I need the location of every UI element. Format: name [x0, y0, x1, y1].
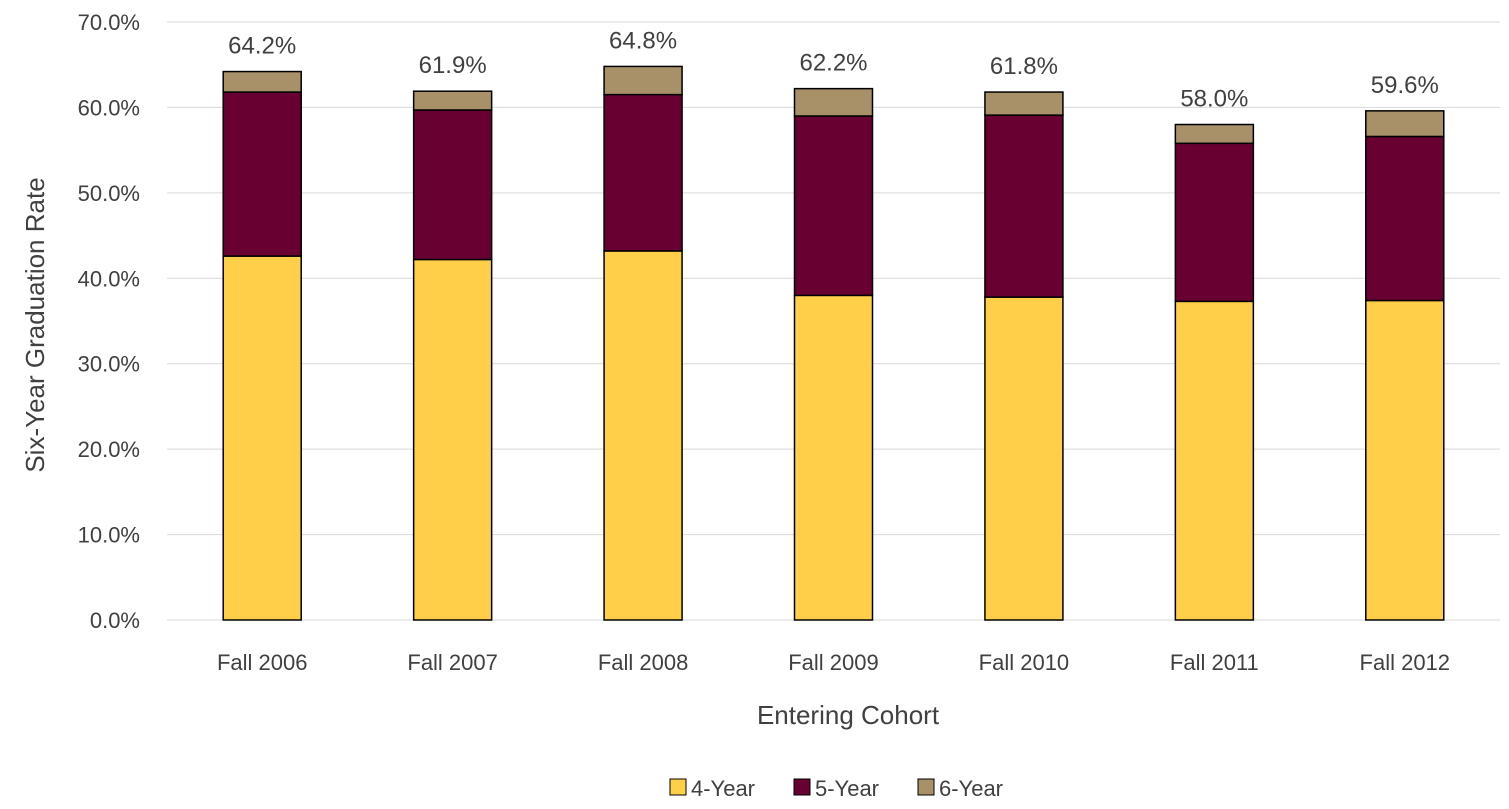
legend-label: 5-Year [815, 776, 879, 801]
bar-segment-5-year [984, 114, 1064, 298]
x-tick-label: Fall 2007 [407, 650, 498, 675]
total-data-label: 61.8% [990, 53, 1058, 80]
bar-segment-6-year [1365, 110, 1445, 138]
legend-item: 6-Year [917, 776, 1003, 801]
y-tick-label: 10.0% [78, 523, 140, 548]
legend: 4-Year 5-Year 6-Year [669, 776, 1003, 801]
data-labels: 64.2% 61.9% 64.8% 62.2% 61.8% 58.0% 59.6% [228, 27, 1439, 112]
legend-swatch [917, 778, 935, 796]
y-tick-label: 30.0% [78, 352, 140, 377]
y-tick-label: 50.0% [78, 181, 140, 206]
bar-segment-5-year [1365, 135, 1445, 302]
y-axis-title: Six-Year Graduation Rate [20, 177, 50, 472]
legend-swatch [669, 778, 687, 796]
bar-segment-4-year [1365, 299, 1445, 621]
bar-segment-6-year [603, 65, 683, 96]
bar-segment-6-year [793, 87, 874, 117]
bar-segment-6-year [984, 91, 1064, 116]
bar-segment-4-year [1174, 300, 1255, 621]
bar-segment-5-year [793, 115, 874, 297]
y-tick-label: 40.0% [78, 266, 140, 291]
legend-label: 6-Year [939, 776, 1003, 801]
bar-segment-4-year [603, 250, 683, 621]
legend-label: 4-Year [691, 776, 755, 801]
bars [222, 65, 1445, 621]
total-data-label: 58.0% [1180, 86, 1248, 113]
total-data-label: 59.6% [1371, 72, 1439, 99]
x-axis-ticks: Fall 2006 Fall 2007 Fall 2008 Fall 2009 Fall… [217, 650, 1450, 675]
bar-segment-6-year [222, 70, 302, 93]
bar-segment-5-year [603, 93, 683, 252]
x-tick-label: Fall 2009 [788, 650, 879, 675]
legend-item: 5-Year [793, 776, 879, 801]
y-tick-label: 0.0% [90, 608, 140, 633]
bar-segment-5-year [1174, 142, 1255, 303]
bar-segment-6-year [412, 90, 493, 111]
total-data-label: 64.8% [609, 27, 677, 54]
x-tick-label: Fall 2008 [598, 650, 689, 675]
x-tick-label: Fall 2012 [1360, 650, 1451, 675]
total-data-label: 62.2% [799, 50, 867, 77]
bar-segment-4-year [793, 294, 874, 621]
bar-segment-5-year [222, 91, 302, 257]
y-tick-label: 60.0% [78, 95, 140, 120]
x-axis-title: Entering Cohort [757, 700, 940, 730]
y-tick-label: 20.0% [78, 437, 140, 462]
bar-segment-4-year [412, 258, 493, 621]
bar-segment-5-year [412, 109, 493, 261]
bar-segment-4-year [222, 255, 302, 621]
total-data-label: 64.2% [228, 33, 296, 60]
bar-segment-6-year [1174, 123, 1255, 145]
y-axis-ticks: 0.0% 10.0% 20.0% 30.0% 40.0% 50.0% 60.0% 70.0% [78, 10, 140, 633]
x-tick-label: Fall 2006 [217, 650, 308, 675]
y-tick-label: 70.0% [78, 10, 140, 35]
total-data-label: 61.9% [419, 52, 487, 79]
x-tick-label: Fall 2011 [1170, 650, 1259, 675]
x-tick-label: Fall 2010 [979, 650, 1070, 675]
bar-segment-4-year [984, 296, 1064, 621]
legend-item: 4-Year [669, 776, 755, 801]
legend-swatch [793, 778, 811, 796]
